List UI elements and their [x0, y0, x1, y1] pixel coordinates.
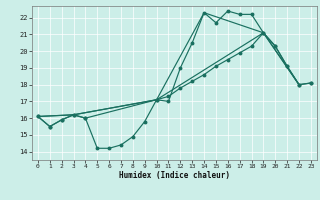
X-axis label: Humidex (Indice chaleur): Humidex (Indice chaleur): [119, 171, 230, 180]
